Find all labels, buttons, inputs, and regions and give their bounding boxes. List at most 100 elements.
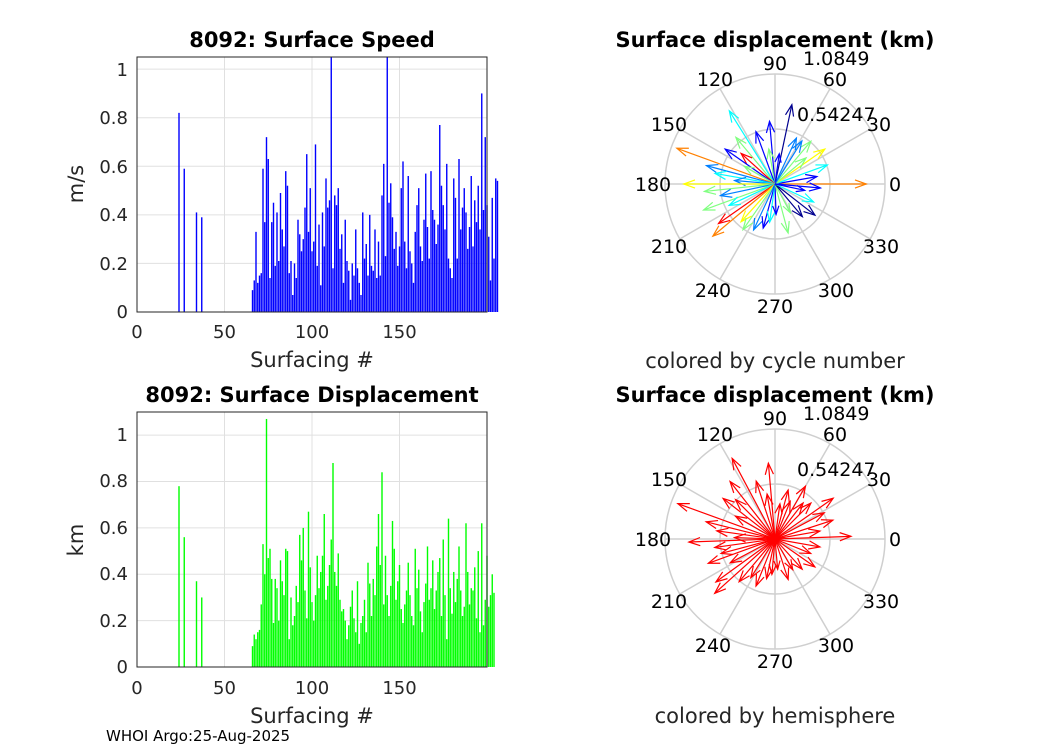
speed-bar	[489, 280, 492, 312]
displacement-bar	[381, 472, 383, 667]
speed-bar	[474, 200, 476, 312]
disp-xtick-0: 0	[131, 678, 142, 699]
speed-bar	[334, 195, 336, 312]
speed-bar	[391, 217, 394, 312]
displacement-bar	[274, 578, 276, 667]
displacement-bar	[342, 609, 345, 667]
displacement-bar	[470, 588, 472, 667]
speed-bar	[337, 188, 339, 312]
speed-bar	[255, 231, 257, 312]
displacement-bar	[384, 555, 387, 667]
speed-bar	[388, 202, 390, 312]
compass1-arrow	[774, 152, 782, 185]
speed-bar	[201, 217, 203, 312]
compass1-angle-210: 210	[651, 236, 687, 258]
displacement-bar	[376, 546, 378, 667]
displacement-bar	[335, 585, 338, 667]
speed-bar	[278, 261, 280, 312]
speed-bar	[458, 159, 460, 312]
displacement-bar	[491, 574, 493, 667]
speed-bar	[183, 168, 185, 312]
speed-bar	[493, 258, 495, 312]
speed-bar	[418, 188, 420, 312]
disp-xtick-100: 100	[295, 678, 329, 699]
speed-ytick-1: 1	[117, 60, 128, 81]
compass1-arrow	[727, 183, 776, 207]
displacement-bar	[402, 622, 404, 667]
speed-bar	[435, 244, 437, 312]
displacement-bar	[339, 599, 341, 667]
speed-xtick-150: 150	[382, 322, 416, 343]
speed-bar	[412, 282, 415, 312]
compass2-arrow	[774, 519, 835, 540]
speed-bar	[253, 280, 255, 312]
displacement-bar	[418, 569, 420, 667]
speed-bar	[292, 295, 294, 312]
displacement-bar	[201, 597, 203, 667]
speed-axes-box	[136, 56, 488, 313]
speed-bar	[430, 171, 432, 312]
displacement-bar	[428, 599, 430, 667]
compass1-arrow	[774, 156, 808, 185]
speed-bar	[367, 275, 369, 312]
compass2-arrow	[774, 538, 790, 582]
speed-bar	[488, 236, 490, 312]
compass1-arrow	[772, 183, 780, 217]
compass2-arrow	[774, 538, 817, 568]
compass2-arrow	[773, 538, 781, 572]
speed-bar	[484, 137, 486, 312]
compass1-arrows	[675, 102, 869, 238]
speed-bar	[339, 248, 341, 312]
speed-bar	[323, 246, 325, 312]
displacement-bar	[349, 606, 352, 667]
speed-bar	[363, 258, 366, 312]
speed-bar	[395, 231, 397, 312]
displacement-bar	[272, 622, 275, 667]
displacement-bar	[367, 562, 369, 667]
speed-bar	[419, 246, 422, 312]
displacement-bar	[425, 583, 427, 667]
compass2-arrow	[774, 538, 813, 555]
displacement-bar	[374, 595, 376, 667]
displacement-bar	[477, 551, 479, 667]
compass1-arrow	[742, 165, 776, 185]
compass1-arrow	[774, 139, 812, 185]
speed-ytick-0.2: 0.2	[99, 254, 128, 275]
displacement-bar	[400, 609, 402, 667]
speed-bar	[456, 258, 458, 312]
compass2-arrow	[774, 497, 835, 540]
displacement-bar	[482, 625, 485, 667]
speed-bar	[314, 144, 317, 312]
speed-bar	[330, 57, 332, 312]
speed-y-ticks: 0 0.2 0.4 0.6 0.8 1	[99, 60, 128, 323]
speed-bar	[439, 125, 441, 312]
displacement-bar	[439, 558, 441, 667]
displacement-bar	[472, 590, 474, 667]
speed-bar	[376, 278, 378, 312]
compass1-arrow	[775, 179, 869, 189]
speed-bar	[318, 224, 320, 312]
displacement-bar	[393, 548, 395, 667]
compass2-arrow	[728, 480, 776, 540]
compass1-angle-labels: 0 30 60 90 120 150 180 210 240 270 300 3…	[635, 53, 901, 318]
displacement-bar	[297, 602, 299, 667]
displacement-bar	[348, 625, 350, 667]
speed-bar	[428, 258, 430, 312]
speed-bar	[258, 275, 261, 312]
displacement-bar	[251, 646, 254, 667]
compass-cycle-number: Surface displacement (km) 0 30 60 90 120…	[615, 28, 934, 373]
compass1-arrow	[774, 183, 792, 215]
displacement-bar	[288, 639, 290, 667]
displacement-bar	[468, 604, 471, 667]
speed-bar	[381, 195, 383, 312]
compass2-arrow	[721, 497, 776, 540]
displacement-bar	[461, 616, 464, 667]
speed-bar	[369, 214, 371, 312]
compass1-arrow	[702, 183, 776, 195]
speed-bar	[390, 183, 392, 312]
speed-bar	[400, 188, 402, 312]
displacement-bar	[178, 486, 180, 667]
displacement-bar	[388, 616, 390, 667]
speed-bar	[346, 261, 348, 312]
speed-bar	[468, 227, 471, 312]
